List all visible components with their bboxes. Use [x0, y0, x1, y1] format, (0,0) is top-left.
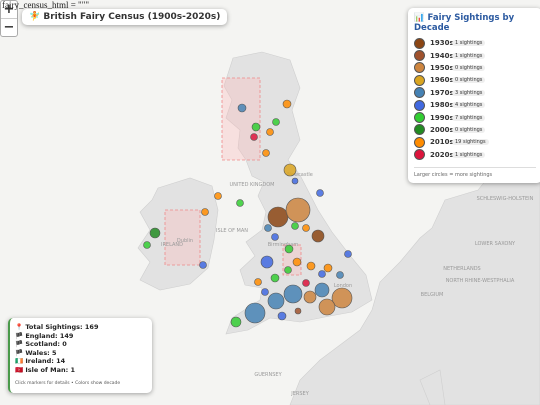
legend-count: 4 sightings	[452, 102, 486, 109]
legend-count: 0 sightings	[452, 77, 486, 84]
legend-count: 1 sightings	[452, 40, 486, 47]
zoom-control: + −	[0, 0, 18, 37]
stats-line: 🏴 Scotland: 0	[15, 340, 67, 349]
legend-row: 1970s 3 sightings	[414, 87, 536, 99]
legend-row: 2020s 1 sightings	[414, 149, 536, 161]
legend-swatch	[414, 62, 425, 74]
zoom-out[interactable]: −	[1, 18, 17, 36]
stats-line: 🏴 Wales: 5	[15, 348, 57, 357]
debug-text: fairy_census_html = """	[2, 0, 90, 10]
legend-decade: 1940s	[430, 51, 454, 60]
legend-note: Larger circles = more sightings	[414, 166, 536, 178]
legend-swatch	[414, 124, 425, 136]
legend-row: 1940s 1 sightings	[414, 49, 536, 62]
map-label: Newcastle	[287, 172, 313, 178]
title-box: 🧚 British Fairy Census (1900s-2020s)	[22, 9, 228, 25]
legend-title: 📊 Fairy Sightings by Decade	[414, 13, 515, 33]
legend-count: 1 sightings	[452, 52, 486, 59]
map-label: ISLE OF MAN	[216, 228, 248, 234]
map-label: NETHERLANDS	[443, 266, 480, 272]
legend-swatch	[414, 74, 425, 86]
map-label: UNITED KINGDOM	[230, 182, 275, 188]
zoom-in[interactable]: +	[3, 2, 15, 17]
legend-decade: 2020s	[430, 150, 454, 159]
map-label: Birmingham	[268, 242, 299, 248]
legend-swatch	[414, 136, 425, 148]
map-label: London	[334, 283, 352, 289]
stats-lines: 📍 Total Sightings: 169 🏴 England: 149 🏴 Sc…	[15, 323, 147, 375]
stats-line: 🏴 England: 149	[15, 331, 74, 340]
legend-swatch	[414, 50, 425, 62]
stats-note: Click markers for details • Colors show …	[15, 380, 121, 386]
map-label: BELGIUM	[421, 292, 444, 298]
legend-row: 2000s 0 sightings	[414, 124, 536, 136]
map-label: IRELAND	[161, 242, 183, 248]
legend-count: 7 sightings	[452, 114, 486, 121]
map-label: LOWER SAXONY	[475, 241, 516, 247]
stats-line: 🇮🇪 Ireland: 14	[15, 357, 66, 366]
markers[interactable]	[143, 99, 353, 328]
legend-decade: 2000s	[430, 125, 454, 134]
legend-count: 1 sightings	[452, 151, 486, 158]
legend-swatch	[414, 87, 425, 99]
legend-swatch	[414, 112, 425, 124]
legend-swatch	[414, 149, 425, 161]
legend-row: 1950s 0 sightings	[414, 62, 536, 74]
legend-decade: 1930s	[430, 39, 454, 48]
legend-decade: 1950s	[430, 63, 454, 72]
map-labels: UNITED KINGDOM IRELAND NETHERLANDS BELGIUM N…	[161, 172, 534, 397]
legend-row: 1990s 7 sightings	[414, 111, 536, 124]
legend-decade: 1990s	[430, 113, 454, 122]
legend-swatch	[414, 99, 425, 111]
legend-count: 3 sightings	[452, 89, 486, 96]
legend-row: 1930s 1 sightings	[414, 37, 536, 49]
stats-line: 📍 Total Sightings: 169	[15, 323, 99, 331]
map-label: GUERNSEY	[254, 372, 282, 378]
legend-count: 0 sightings	[452, 64, 486, 71]
legend-decade: 1980s	[430, 101, 454, 110]
map-label: SCHLESWIG-HOLSTEIN	[477, 196, 534, 202]
legend-rows: 1930s 1 sightings 1940s 1 sightings 1950s 0 s…	[414, 37, 536, 161]
stats-line: 🇮🇲 Isle of Man: 1	[15, 365, 75, 374]
stats-box: 📍 Total Sightings: 169 🏴 England: 149 🏴 Sc…	[8, 318, 152, 394]
legend-row: 2010s 19 sightings	[414, 136, 536, 148]
legend-decade: 1970s	[430, 88, 454, 97]
map-label: NORTH RHINE-WESTPHALIA	[446, 278, 515, 284]
legend: 📊 Fairy Sightings by Decade 1930s 1 sight…	[408, 8, 540, 183]
map-label: Dublin	[177, 238, 193, 244]
map-label: JERSEY	[290, 391, 309, 397]
legend-decade: 1960s	[430, 76, 454, 85]
legend-decade: 2010s	[430, 138, 454, 147]
legend-count: 0 sightings	[452, 126, 486, 133]
legend-swatch	[414, 37, 425, 49]
legend-row: 1980s 4 sightings	[414, 99, 536, 111]
legend-row: 1960s 0 sightings	[414, 74, 536, 86]
legend-count: 19 sightings	[452, 139, 489, 146]
